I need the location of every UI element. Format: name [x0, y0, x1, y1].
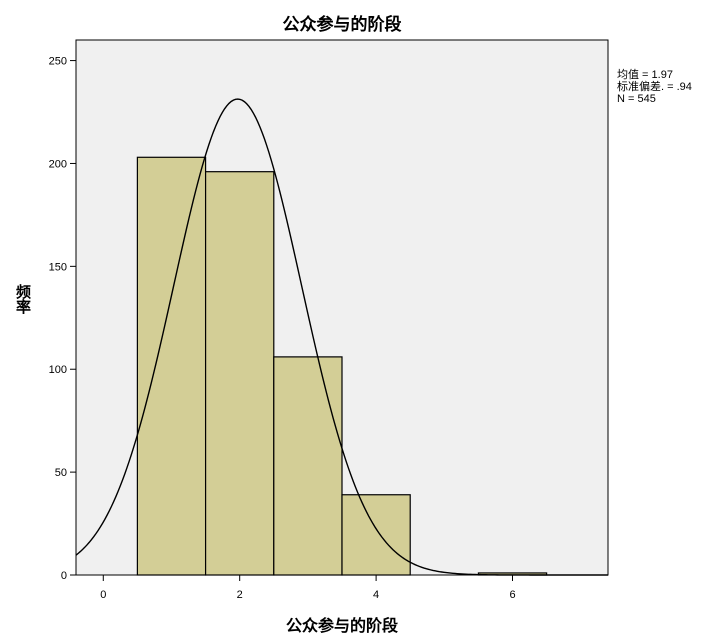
- stat-mean: 均值 = 1.97: [617, 69, 673, 81]
- y-tick-label: 100: [49, 364, 67, 376]
- x-axis-label: 公众参与的阶段: [285, 616, 398, 635]
- histogram-bar-4: [341, 494, 411, 576]
- x-tick-label: 4: [373, 589, 379, 601]
- chart-title: 公众参与的阶段: [282, 15, 402, 35]
- y-tick-label: 0: [61, 570, 67, 582]
- stat-n: N = 545: [617, 93, 656, 105]
- x-tick-label: 6: [509, 589, 515, 601]
- y-axis-label: 频率: [14, 284, 32, 314]
- histogram-bar-2: [204, 171, 275, 576]
- histogram-bar-1: [136, 156, 207, 576]
- histogram-bar-3: [273, 356, 343, 576]
- stats-box: 均值 = 1.97 标准偏差. = .94 N = 545: [617, 69, 692, 105]
- stat-sd: 标准偏差. = .94: [617, 81, 692, 93]
- x-tick-label: 0: [100, 589, 106, 601]
- y-tick-label: 200: [49, 158, 67, 170]
- y-tick-label: 150: [49, 261, 67, 273]
- x-tick-label: 2: [237, 589, 243, 601]
- y-tick-label: 50: [55, 467, 67, 479]
- y-tick-label: 250: [49, 56, 67, 68]
